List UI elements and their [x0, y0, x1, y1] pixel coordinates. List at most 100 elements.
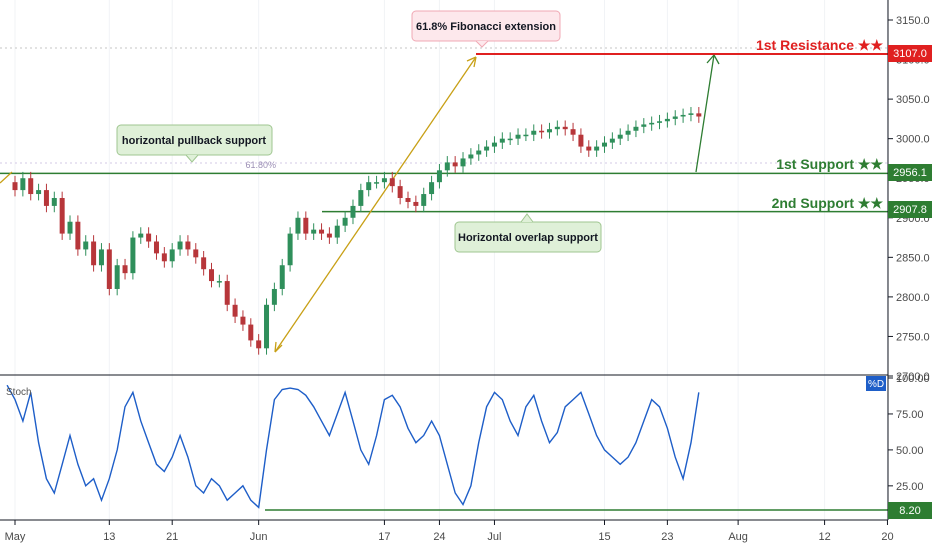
candle-body-44: [350, 205, 356, 218]
candle-body-38: [303, 217, 309, 234]
candle-body-86: [680, 114, 686, 117]
candle-body-17: [138, 233, 144, 238]
candle-body-6: [51, 198, 57, 206]
candle-body-55: [436, 170, 442, 183]
candle-body-74: [586, 146, 592, 151]
candle-body-27: [216, 281, 222, 283]
candle-body-15: [122, 265, 128, 274]
candle-body-13: [106, 249, 112, 289]
stoch-tick-3: 25.00: [896, 481, 924, 493]
stoch-tick-0: 100.00: [896, 373, 930, 385]
pullback-support-callout: horizontal pullback support: [116, 124, 273, 163]
candle-body-4: [36, 190, 42, 195]
price-tick-2: 3050.0: [896, 94, 930, 106]
candle-body-64: [507, 138, 513, 141]
candle-body-71: [562, 126, 568, 130]
price-tick-3: 3000.0: [896, 134, 930, 146]
candle-body-1: [12, 182, 18, 191]
candle-body-53: [421, 194, 427, 206]
candle-body-50: [397, 186, 403, 198]
candle-body-70: [554, 126, 560, 130]
candle-body-49: [389, 178, 395, 187]
candle-body-18: [146, 233, 152, 242]
overlap-support-label: Horizontal overlap support: [458, 232, 598, 244]
candle-body-9: [75, 221, 81, 250]
candle-body-61: [484, 146, 490, 151]
candle-body-46: [366, 182, 372, 191]
candle-body-59: [468, 154, 474, 159]
candle-body-48: [381, 178, 387, 183]
candle-body-63: [499, 138, 505, 143]
candle-body-14: [114, 265, 120, 289]
support2-value: 2907.8: [893, 204, 927, 216]
fib-projection-down-arrowhead: [274, 341, 283, 353]
fib-extension-callout: 61.8% Fibonacci extension: [411, 10, 561, 48]
candle-body-47: [374, 182, 380, 184]
stoch-d-line: [6, 384, 700, 509]
candle-body-81: [641, 124, 647, 127]
stochastic-series: [6, 384, 700, 509]
candle-body-45: [358, 190, 364, 206]
candle-body-23: [185, 241, 191, 250]
fib-origin-line: [0, 171, 13, 184]
candle-body-30: [240, 316, 246, 325]
resistance-value: 3107.0: [893, 48, 927, 60]
candle-body-56: [444, 162, 450, 171]
price-tick-7: 2800.0: [896, 292, 930, 304]
overlap-support-callout: Horizontal overlap support: [454, 213, 602, 253]
candle-body-28: [224, 281, 230, 305]
candle-body-88: [696, 113, 702, 117]
stoch-level-tag: 8.20: [888, 502, 932, 519]
pullback-support-label: horizontal pullback support: [122, 135, 267, 147]
candle-body-60: [476, 150, 482, 155]
time-tick-9: Aug: [728, 531, 748, 543]
price-series: [12, 107, 702, 355]
resistance-tag: 3107.0: [888, 45, 932, 62]
price-tick-6: 2850.0: [896, 252, 930, 264]
candle-body-10: [83, 241, 89, 250]
support2-tag: 2907.8: [888, 201, 932, 218]
candle-body-22: [177, 241, 183, 250]
candle-body-24: [193, 249, 199, 258]
candle-body-3: [28, 178, 34, 195]
price-tick-8: 2750.0: [896, 331, 930, 343]
candle-body-29: [232, 304, 238, 317]
candle-body-33: [264, 304, 270, 349]
candle-body-21: [169, 249, 175, 262]
candle-body-68: [539, 130, 545, 133]
candle-body-85: [672, 116, 678, 119]
candle-body-54: [429, 182, 435, 195]
candle-body-62: [491, 142, 497, 147]
time-tick-4: 17: [378, 531, 390, 543]
candle-body-66: [523, 134, 529, 137]
candle-body-77: [609, 138, 615, 143]
candle-body-35: [279, 265, 285, 289]
candle-body-11: [91, 241, 97, 266]
candle-body-82: [649, 122, 655, 125]
candle-body-75: [594, 146, 600, 151]
grid: [14, 0, 888, 520]
projection-arrow-line: [695, 54, 715, 173]
support1-value: 2956.1: [893, 167, 927, 179]
resistance-label: 1st Resistance ★★: [756, 37, 883, 53]
candle-body-42: [334, 225, 340, 238]
time-tick-10: 12: [818, 531, 830, 543]
candle-body-83: [657, 121, 663, 123]
candle-body-34: [271, 288, 277, 305]
candle-body-2: [20, 178, 26, 191]
candle-body-67: [531, 130, 537, 135]
candle-body-65: [515, 134, 521, 139]
time-tick-3: Jun: [250, 531, 268, 543]
time-tick-2: 21: [166, 531, 178, 543]
candle-body-39: [311, 229, 317, 234]
support1-tag: 2956.1: [888, 164, 932, 181]
fib-projection-up-arrowhead: [466, 56, 477, 68]
candle-body-78: [617, 134, 623, 139]
support1-label: 1st Support ★★: [776, 156, 883, 172]
fib-ratio-label: 61.80%: [245, 160, 276, 170]
support2-label: 2nd Support ★★: [772, 195, 884, 211]
stoch-indicator-label: Stoch: [6, 387, 32, 398]
stoch-level-value: 8.20: [899, 505, 920, 517]
candle-body-16: [130, 237, 136, 274]
candle-body-84: [664, 118, 670, 122]
